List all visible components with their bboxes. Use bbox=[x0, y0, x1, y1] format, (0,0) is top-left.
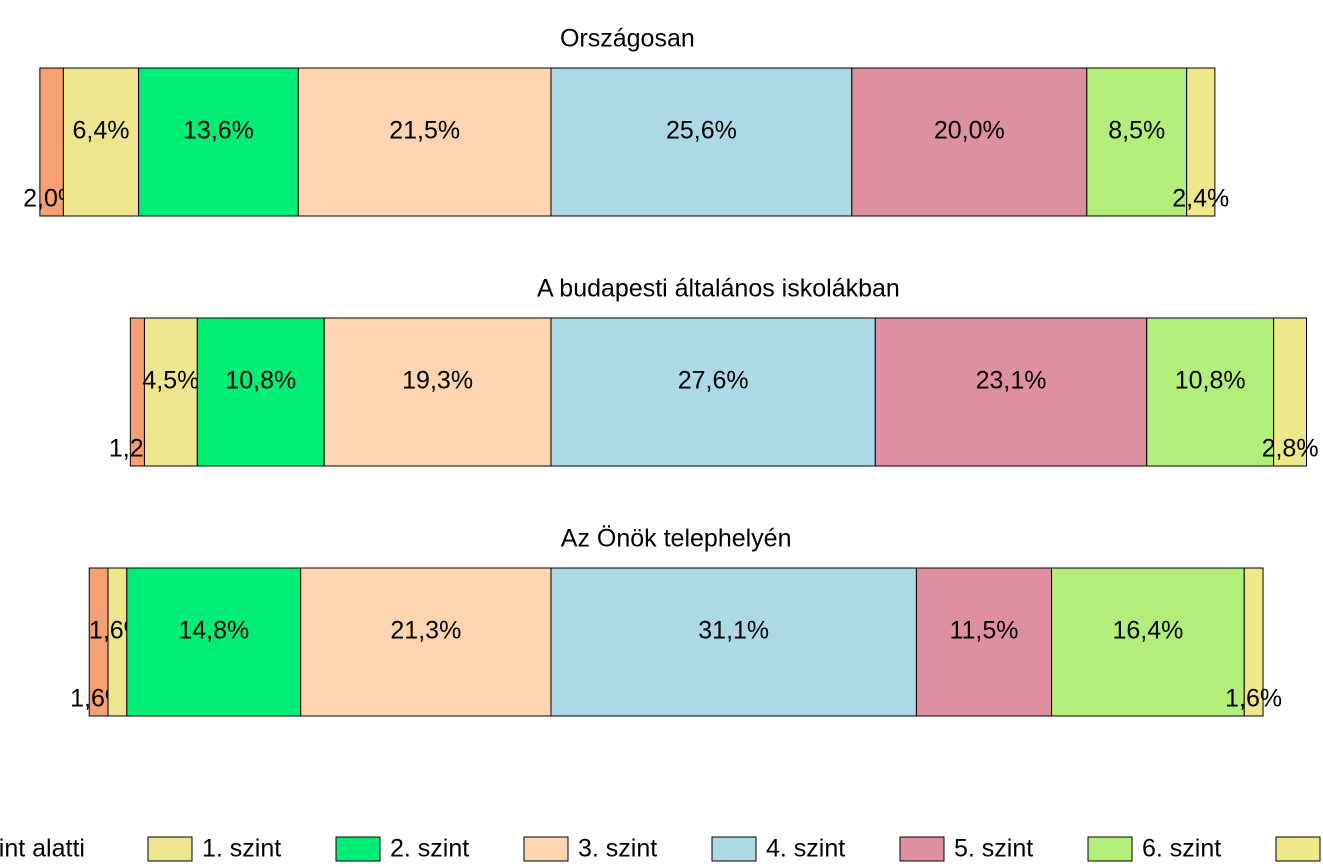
bar-segment bbox=[196, 317, 325, 467]
legend-swatch bbox=[147, 836, 193, 862]
bar-title: Országosan bbox=[560, 25, 695, 53]
bar-segment bbox=[1086, 67, 1188, 217]
legend-swatch bbox=[899, 836, 945, 862]
value-label: 21,3% bbox=[390, 617, 461, 645]
legend-swatch bbox=[711, 836, 757, 862]
bar-segment bbox=[62, 67, 140, 217]
value-label: 2,4% bbox=[1172, 185, 1229, 213]
legend-label: 2. szint bbox=[390, 835, 469, 863]
bar-segment bbox=[550, 67, 853, 217]
legend-label: 1. szint alatti bbox=[0, 835, 85, 863]
legend-swatch bbox=[1275, 836, 1321, 862]
value-label: 21,5% bbox=[389, 117, 460, 145]
legend-swatch bbox=[335, 836, 381, 862]
value-label: 10,8% bbox=[225, 367, 296, 395]
bar-segment bbox=[1186, 67, 1216, 217]
legend-swatch bbox=[523, 836, 569, 862]
legend-label: 6. szint bbox=[1142, 835, 1221, 863]
value-label: 23,1% bbox=[976, 367, 1047, 395]
value-label: 27,6% bbox=[678, 367, 749, 395]
bar-segment bbox=[1051, 567, 1245, 717]
bar-segment bbox=[874, 317, 1148, 467]
value-label: 2,8% bbox=[1262, 435, 1319, 463]
bar-segment bbox=[1273, 317, 1308, 467]
legend-swatch bbox=[1087, 836, 1133, 862]
legend-label: 5. szint bbox=[954, 835, 1033, 863]
value-label: 20,0% bbox=[934, 117, 1005, 145]
bar-segment bbox=[851, 67, 1088, 217]
bar-segment bbox=[915, 567, 1053, 717]
value-label: 6,4% bbox=[72, 117, 129, 145]
value-label: 31,1% bbox=[698, 617, 769, 645]
bar-segment bbox=[300, 567, 552, 717]
value-label: 11,5% bbox=[949, 617, 1018, 645]
legend-label: 4. szint bbox=[766, 835, 845, 863]
bar-segment bbox=[550, 567, 917, 717]
value-label: 8,5% bbox=[1108, 117, 1165, 145]
bar-segment bbox=[1243, 567, 1264, 717]
value-label: 13,6% bbox=[183, 117, 254, 145]
legend-label: 1. szint bbox=[202, 835, 281, 863]
value-label: 4,5% bbox=[142, 367, 199, 395]
value-label: 10,8% bbox=[1175, 367, 1246, 395]
bar-title: Az Önök telephelyén bbox=[561, 525, 792, 553]
bar-segment bbox=[297, 67, 552, 217]
bar-segment bbox=[126, 567, 302, 717]
bar-segment bbox=[550, 317, 876, 467]
legend-label: 3. szint bbox=[578, 835, 657, 863]
value-label: 25,6% bbox=[666, 117, 737, 145]
bar-segment bbox=[1146, 317, 1275, 467]
bar-segment bbox=[323, 317, 552, 467]
value-label: 16,4% bbox=[1112, 617, 1183, 645]
value-label: 14,8% bbox=[178, 617, 249, 645]
value-label: 19,3% bbox=[402, 367, 473, 395]
value-label: 1,6% bbox=[1225, 685, 1282, 713]
bar-title: A budapesti általános iskolákban bbox=[537, 275, 900, 303]
